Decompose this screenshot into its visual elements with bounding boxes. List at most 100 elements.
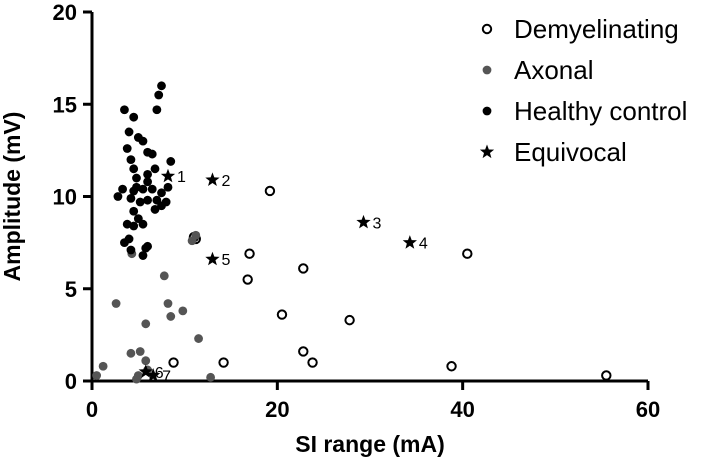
y-tick-label: 10	[53, 185, 77, 210]
data-point	[178, 306, 188, 316]
data-point	[307, 357, 318, 368]
data-point	[150, 164, 160, 174]
data-point	[120, 105, 129, 115]
data-point	[129, 221, 139, 231]
star-marker	[160, 168, 176, 183]
y-tick-label: 15	[53, 92, 77, 117]
data-point	[132, 374, 141, 384]
data-point	[206, 372, 216, 382]
y-axis-ticks: 0 5 10 15 20	[53, 0, 92, 394]
data-point	[126, 348, 136, 358]
legend: Demyelinating Axonal Healthy control Equivo…	[479, 14, 687, 167]
data-point	[163, 182, 173, 192]
star-marker	[138, 364, 153, 378]
data-point	[135, 197, 145, 207]
data-point	[147, 149, 157, 159]
data-point	[92, 371, 102, 380]
data-point	[143, 177, 153, 187]
data-point	[98, 361, 108, 371]
data-point	[141, 356, 151, 366]
y-tick-label: 5	[65, 277, 77, 302]
point-annotation: 4	[419, 236, 428, 253]
x-tick-label: 40	[450, 397, 474, 422]
star-marker	[146, 367, 161, 382]
series-equivocal: 1234567	[138, 168, 428, 385]
data-points: 1234567	[92, 81, 612, 385]
point-annotation: 7	[162, 368, 171, 385]
x-axis-ticks: 0 20 40 60	[86, 381, 660, 422]
series-healthy-control	[113, 81, 176, 260]
data-point	[298, 346, 309, 357]
legend-marker	[479, 144, 495, 159]
data-point	[143, 169, 153, 179]
y-tick-label: 0	[65, 369, 77, 394]
point-annotation: 2	[221, 173, 230, 190]
data-point	[113, 192, 123, 201]
legend-label: Equivocal	[514, 137, 627, 167]
data-point	[446, 361, 457, 372]
data-point	[150, 205, 160, 214]
data-point	[462, 248, 473, 259]
data-point	[242, 274, 253, 285]
data-point	[157, 201, 166, 211]
data-point	[218, 357, 229, 368]
y-axis-title: Amplitude (mV)	[0, 112, 25, 282]
data-point	[129, 112, 139, 122]
data-point	[129, 164, 139, 174]
data-point	[152, 105, 162, 115]
data-point	[298, 263, 309, 274]
data-point	[141, 319, 151, 329]
legend-marker	[482, 106, 492, 116]
point-annotation: 1	[177, 169, 186, 186]
star-marker	[402, 235, 417, 249]
star-marker	[205, 251, 220, 266]
data-point	[159, 271, 169, 281]
data-point	[244, 248, 255, 259]
data-point	[122, 144, 132, 153]
data-point	[166, 157, 176, 166]
data-point	[138, 219, 148, 229]
data-point	[126, 155, 136, 165]
legend-marker	[481, 23, 493, 35]
data-point	[111, 299, 121, 308]
data-point	[126, 245, 136, 255]
data-point	[126, 193, 136, 203]
data-point	[276, 309, 288, 320]
data-point	[138, 251, 148, 260]
legend-marker	[482, 65, 492, 75]
data-point	[132, 173, 141, 183]
data-point	[344, 314, 355, 326]
star-marker	[205, 172, 220, 186]
data-point	[138, 136, 148, 146]
data-point	[124, 127, 134, 137]
legend-label: Healthy control	[514, 96, 687, 126]
data-point	[264, 185, 276, 197]
data-point	[163, 299, 173, 308]
data-point	[168, 357, 179, 368]
legend-label: Demyelinating	[514, 14, 679, 44]
data-point	[118, 184, 127, 194]
data-point	[154, 90, 164, 100]
data-point	[157, 188, 166, 198]
data-point	[194, 334, 203, 343]
series-axonal	[92, 230, 216, 384]
data-point	[120, 238, 129, 248]
data-point	[601, 370, 612, 381]
y-tick-label: 20	[53, 0, 77, 25]
data-point	[187, 236, 197, 246]
series-demyelinating	[168, 185, 612, 381]
data-point	[147, 184, 157, 194]
star-marker	[356, 214, 371, 229]
x-tick-label: 60	[636, 397, 660, 422]
data-point	[135, 347, 145, 356]
point-annotation: 5	[221, 252, 230, 269]
data-point	[143, 195, 153, 205]
data-point	[141, 243, 151, 253]
data-point	[166, 312, 176, 321]
point-annotation: 3	[373, 215, 382, 232]
legend-label: Axonal	[514, 55, 594, 85]
x-axis-title: SI range (mA)	[295, 431, 445, 457]
data-point	[132, 182, 141, 192]
data-point	[129, 206, 139, 216]
